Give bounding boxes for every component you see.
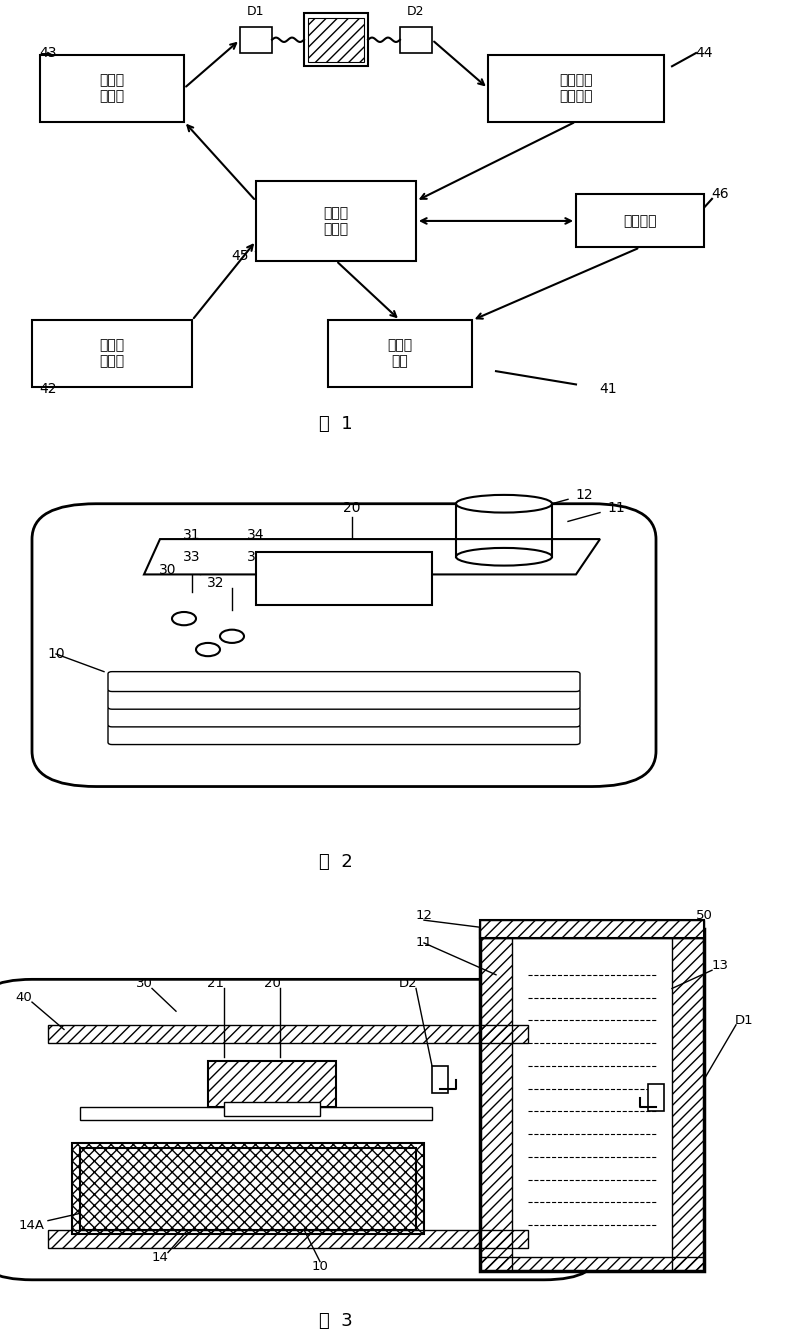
Text: 电源电路: 电源电路 [623, 214, 657, 228]
Text: 显示屏
电路: 显示屏 电路 [387, 339, 413, 368]
Text: 50: 50 [695, 909, 713, 923]
Text: 12: 12 [415, 909, 433, 923]
Text: D2: D2 [398, 977, 418, 991]
Bar [256, 552, 432, 605]
Bar [576, 194, 704, 248]
Bar [80, 1148, 416, 1229]
Bar [304, 13, 368, 66]
Bar [256, 181, 416, 261]
Text: 41: 41 [599, 382, 617, 396]
Ellipse shape [456, 548, 552, 565]
Text: 光电信号
接收电路: 光电信号 接收电路 [559, 74, 593, 103]
Text: 31: 31 [183, 528, 201, 542]
Ellipse shape [456, 495, 552, 513]
Text: D1: D1 [734, 1014, 754, 1027]
Bar [80, 1107, 432, 1121]
Text: D2: D2 [407, 4, 425, 17]
Bar [32, 320, 192, 387]
Bar [480, 929, 704, 1271]
Text: 35: 35 [247, 550, 265, 564]
Text: 40: 40 [16, 991, 32, 1004]
Text: 发光驱
动电路: 发光驱 动电路 [99, 74, 125, 103]
Text: 20: 20 [263, 977, 281, 991]
FancyBboxPatch shape [32, 503, 656, 786]
Text: 13: 13 [711, 959, 729, 972]
Text: 14: 14 [151, 1251, 169, 1264]
Bar [240, 27, 272, 54]
Bar [72, 1144, 424, 1235]
Bar [432, 1066, 448, 1093]
Text: 45: 45 [231, 249, 249, 264]
Bar [480, 929, 704, 939]
Bar [480, 920, 704, 939]
Text: 20: 20 [343, 501, 361, 516]
Text: 34: 34 [247, 528, 265, 542]
Text: 图  3: 图 3 [319, 1312, 353, 1330]
Text: 43: 43 [39, 46, 57, 60]
Bar [480, 929, 704, 1271]
Text: 11: 11 [415, 936, 433, 949]
Text: D1: D1 [247, 4, 265, 17]
Text: 42: 42 [39, 382, 57, 396]
FancyBboxPatch shape [108, 724, 580, 744]
Text: 10: 10 [311, 1260, 329, 1272]
Bar [208, 1062, 336, 1107]
Text: 46: 46 [711, 187, 729, 201]
Bar [400, 27, 432, 54]
Bar [488, 55, 664, 122]
Bar [224, 1102, 320, 1115]
Text: 图  1: 图 1 [319, 415, 353, 434]
Bar [48, 1229, 528, 1248]
Text: 30: 30 [159, 562, 177, 577]
Text: 33: 33 [183, 550, 201, 564]
Bar [480, 929, 512, 1271]
Text: 中心处
理电路: 中心处 理电路 [323, 206, 349, 236]
FancyBboxPatch shape [108, 690, 580, 710]
Bar [672, 929, 704, 1271]
Text: 32: 32 [207, 576, 225, 590]
FancyBboxPatch shape [108, 707, 580, 727]
Bar [328, 320, 472, 387]
Text: 30: 30 [135, 977, 153, 991]
Text: 12: 12 [575, 487, 593, 502]
Text: 11: 11 [607, 501, 625, 516]
Text: 14A: 14A [19, 1218, 45, 1232]
Bar [648, 1085, 664, 1111]
Text: 图  2: 图 2 [319, 853, 353, 870]
Bar [480, 920, 704, 939]
Text: 操作面
板电路: 操作面 板电路 [99, 339, 125, 368]
FancyBboxPatch shape [0, 979, 600, 1280]
Polygon shape [144, 540, 600, 574]
Text: 44: 44 [695, 46, 713, 60]
Text: 10: 10 [47, 647, 65, 661]
Bar [40, 55, 184, 122]
FancyBboxPatch shape [108, 672, 580, 691]
Text: 21: 21 [207, 977, 225, 991]
Bar [480, 1257, 704, 1271]
Bar [308, 17, 364, 62]
Bar [48, 1024, 528, 1043]
